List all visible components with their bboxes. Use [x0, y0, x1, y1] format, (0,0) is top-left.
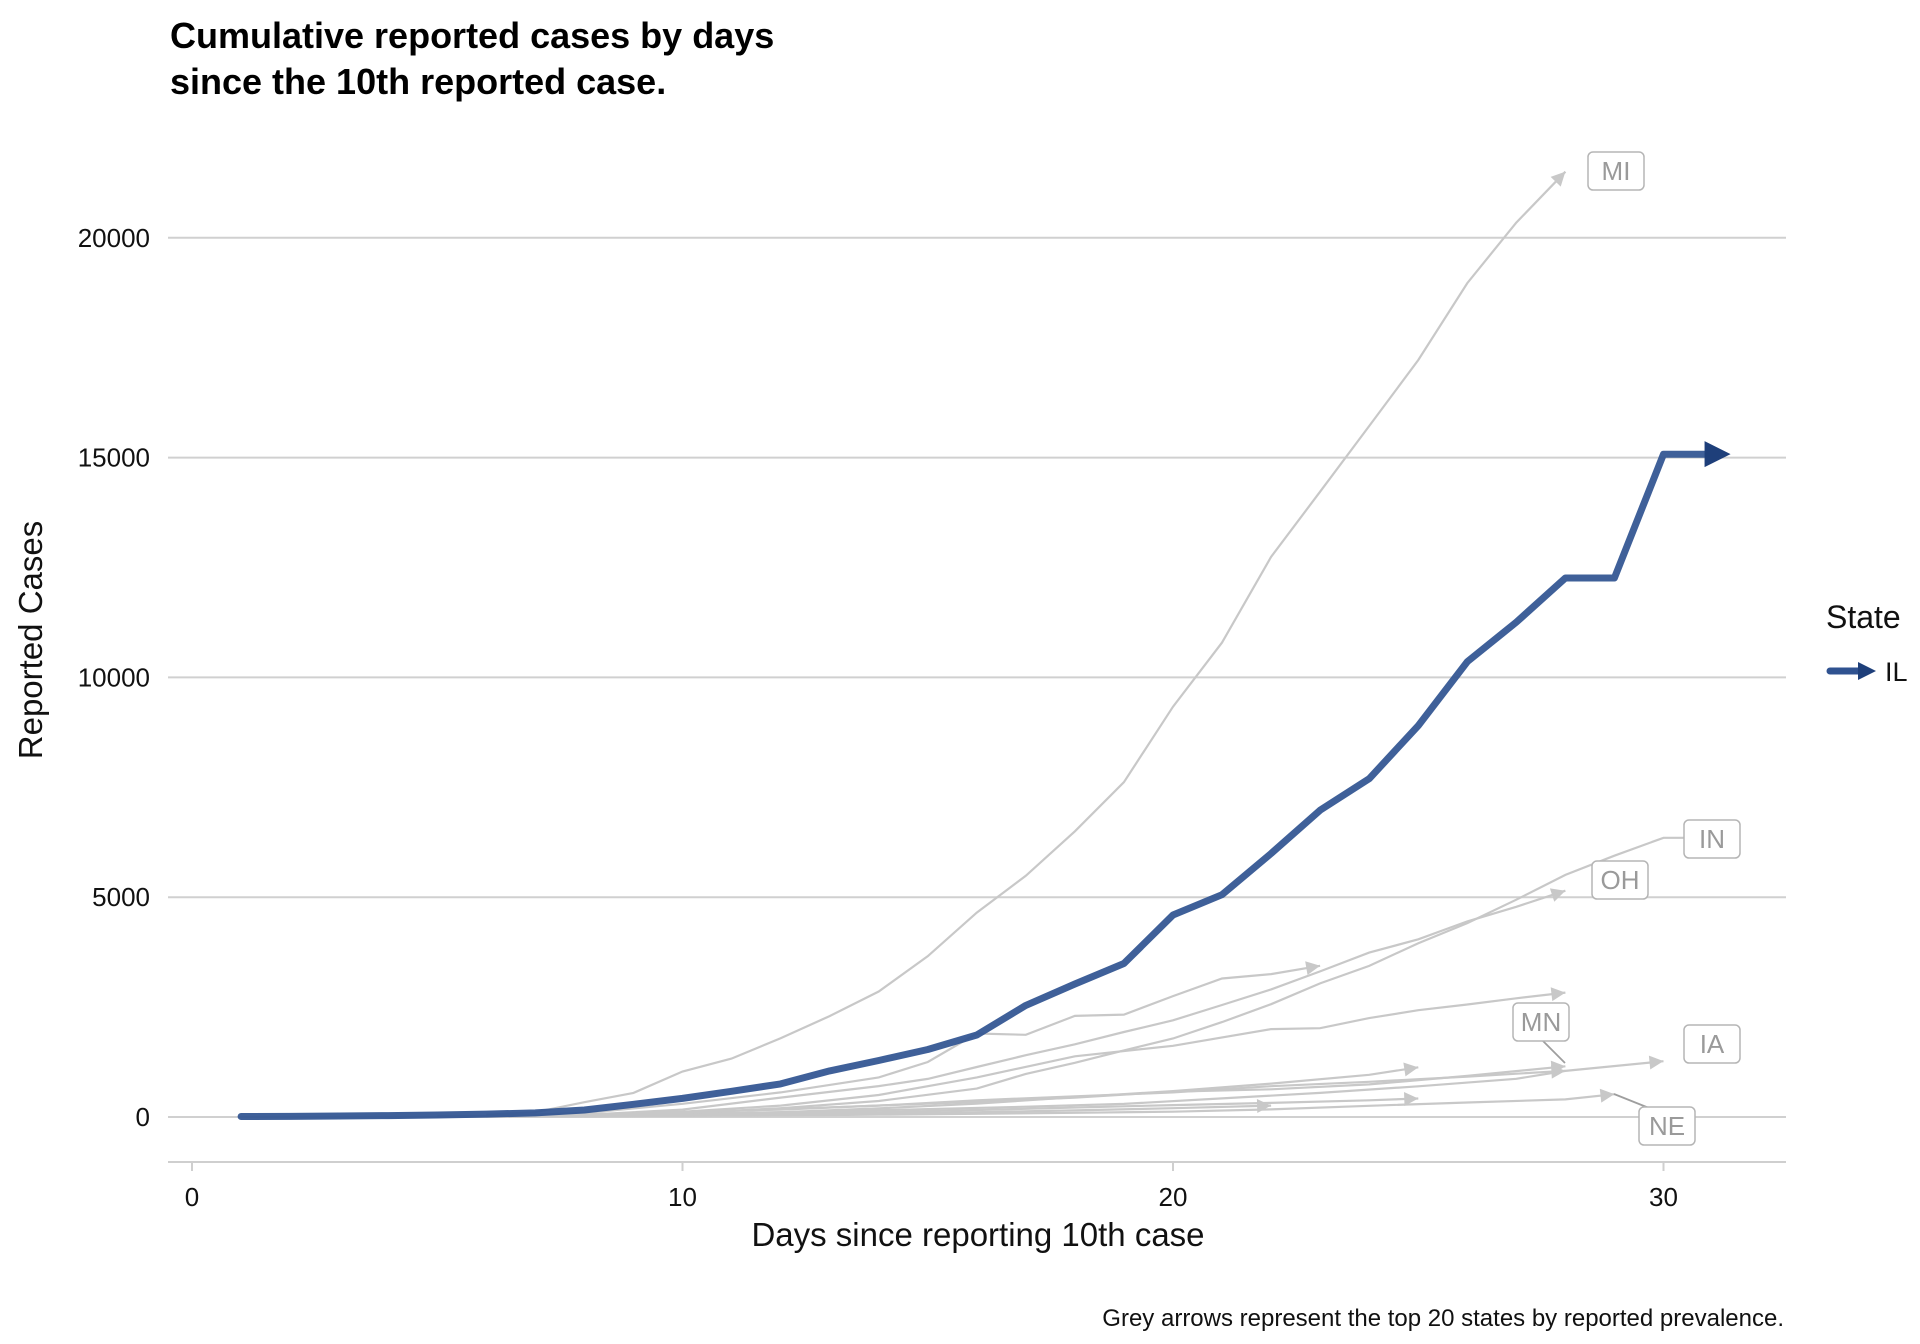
y-tick-label: 10000 — [78, 662, 150, 692]
series-arrowhead — [1648, 1055, 1664, 1070]
series-arrowhead — [1551, 1064, 1566, 1079]
state-label-ia: IA — [1700, 1029, 1725, 1059]
series-arrowhead — [1599, 1088, 1615, 1103]
y-tick-label: 15000 — [78, 443, 150, 473]
grey-series-layer — [437, 170, 1713, 1118]
state-label-box-mn — [1512, 1002, 1570, 1042]
state-label-in: IN — [1699, 824, 1725, 854]
series-line-mi — [486, 170, 1567, 1116]
series-line-grey — [486, 964, 1321, 1118]
series-arrowhead — [1403, 1062, 1419, 1077]
series-line-grey — [486, 991, 1566, 1118]
legend-key-arrowhead — [1858, 662, 1876, 680]
label-leader-line — [1540, 1038, 1566, 1064]
highlight-series-layer — [237, 441, 1731, 1120]
y-tick-label: 5000 — [92, 882, 150, 912]
label-leader-line — [1613, 1093, 1650, 1109]
series-arrowhead — [1549, 888, 1566, 902]
x-tick-label: 0 — [185, 1182, 199, 1212]
y-tick-label: 20000 — [78, 223, 150, 253]
state-label-box-ne — [1638, 1106, 1696, 1146]
state-label-mi: MI — [1602, 156, 1631, 186]
series-arrowhead — [1404, 1092, 1419, 1107]
chart-title-line-2: since the 10th reported case. — [170, 61, 666, 102]
y-tick-labels: 0 5000 10000 15000 20000 — [78, 223, 150, 1132]
state-label-box-mi — [1587, 151, 1645, 191]
series-arrowhead — [1305, 961, 1321, 976]
state-label-box-oh — [1591, 860, 1649, 900]
x-tick-label: 10 — [668, 1182, 697, 1212]
x-axis-title: Days since reporting 10th case — [751, 1216, 1204, 1253]
x-tick-labels: 0 10 20 30 — [185, 1162, 1678, 1212]
state-label-ne: NE — [1649, 1111, 1685, 1141]
grid-layer — [168, 236, 1786, 1118]
series-line-il — [237, 450, 1716, 1120]
x-tick-label: 30 — [1649, 1182, 1678, 1212]
legend-key-il — [1826, 662, 1876, 680]
state-label-oh: OH — [1601, 865, 1640, 895]
legend-label-il: IL — [1885, 657, 1908, 687]
series-line-in — [486, 836, 1713, 1118]
series-arrowhead-il — [1704, 441, 1731, 468]
state-label-box-in — [1683, 819, 1741, 859]
series-arrowhead — [1256, 1098, 1272, 1113]
series-arrowhead — [1550, 987, 1566, 1002]
state-label-box-ia — [1683, 1024, 1741, 1064]
state-labels-layer: MI IN OH MN IA NE — [1512, 151, 1741, 1146]
chart-title-line-1: Cumulative reported cases by days — [170, 15, 774, 56]
state-label-mn: MN — [1521, 1007, 1561, 1037]
x-tick-label: 20 — [1159, 1182, 1188, 1212]
series-line-oh — [486, 889, 1566, 1118]
series-line-grey — [486, 1104, 1272, 1118]
y-axis-title: Reported Cases — [12, 521, 49, 759]
chart-caption: Grey arrows represent the top 20 states … — [1102, 1305, 1784, 1332]
series-arrowhead — [1550, 171, 1566, 187]
legend-title: State — [1826, 599, 1901, 635]
series-line-grey — [486, 1069, 1566, 1118]
y-tick-label: 0 — [136, 1102, 150, 1132]
